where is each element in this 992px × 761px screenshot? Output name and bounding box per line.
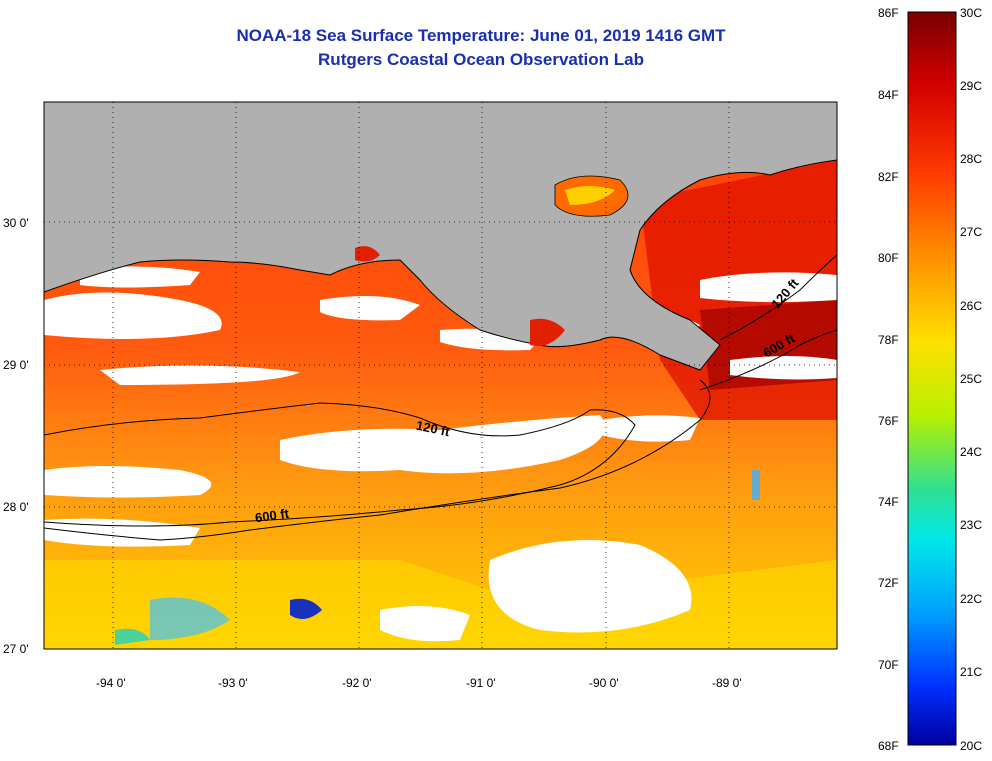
- colorbar-c-label: 21C: [960, 665, 983, 679]
- colorbar-c-label: 29C: [960, 79, 983, 93]
- contour-120ft: [44, 402, 636, 527]
- colorbar-c-label: 23C: [960, 518, 983, 532]
- colorbar-f-label: 82F: [878, 170, 899, 184]
- contour-600ft: [44, 379, 711, 541]
- colorbar-c-label: 28C: [960, 152, 983, 166]
- colorbar-f-label: 68F: [878, 739, 899, 753]
- plot-area: [44, 102, 837, 649]
- lon-label: -92 0': [342, 676, 372, 690]
- colorbar-f-label: 74F: [878, 495, 899, 509]
- lon-label: -93 0': [218, 676, 248, 690]
- lon-label: -91 0': [466, 676, 496, 690]
- cloud-mask: [44, 266, 837, 642]
- colorbar-f-label: 76F: [878, 414, 899, 428]
- graticule: [44, 102, 837, 649]
- colorbar: [907, 11, 957, 746]
- colorbar-c-label: 25C: [960, 372, 983, 386]
- colorbar-c-label: 27C: [960, 225, 983, 239]
- lat-label: 28 0': [3, 500, 29, 514]
- colorbar-f-label: 70F: [878, 658, 899, 672]
- lat-label: 29 0': [3, 358, 29, 372]
- colorbar-f-label: 80F: [878, 251, 899, 265]
- colorbar-f-label: 78F: [878, 333, 899, 347]
- colorbar-c-label: 26C: [960, 299, 983, 313]
- colorbar-f-label: 84F: [878, 88, 899, 102]
- colorbar-f-label: 72F: [878, 576, 899, 590]
- colorbar-c-label: 20C: [960, 739, 983, 753]
- lon-label: -89 0': [712, 676, 742, 690]
- map-subtitle: Rutgers Coastal Ocean Observation Lab: [318, 50, 644, 69]
- lon-label: -90 0': [589, 676, 619, 690]
- map-frame: [43, 101, 838, 650]
- map-title: NOAA-18 Sea Surface Temperature: June 01…: [236, 26, 726, 45]
- cool-patch: [150, 597, 230, 640]
- colorbar-f-label: 86F: [878, 6, 899, 20]
- lat-label: 30 0': [3, 216, 29, 230]
- colorbar-c-label: 30C: [960, 6, 983, 20]
- colorbar-c-label: 24C: [960, 445, 983, 459]
- lat-label: 27 0': [3, 642, 29, 656]
- colorbar-c-label: 22C: [960, 592, 983, 606]
- lon-label: -94 0': [96, 676, 126, 690]
